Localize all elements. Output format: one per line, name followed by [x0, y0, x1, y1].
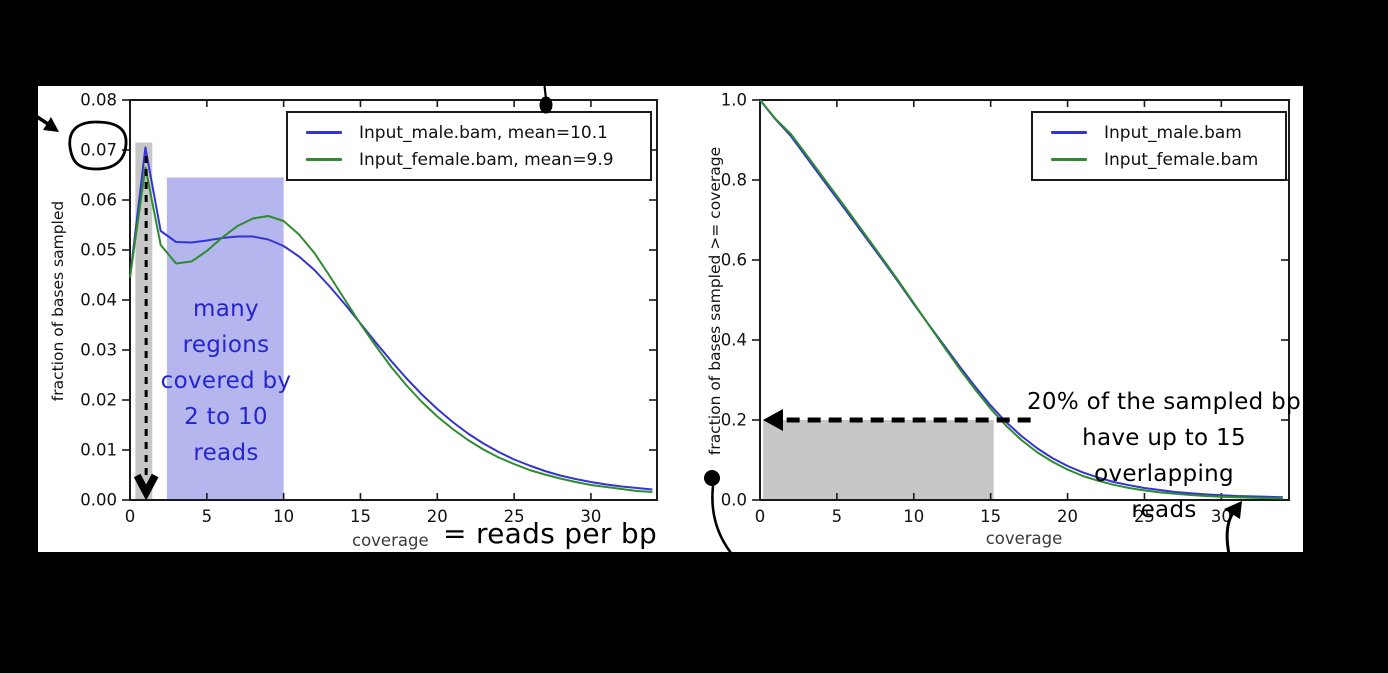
left-x-axis-label: coverage [352, 531, 429, 550]
legend-swatch-male [1051, 131, 1087, 134]
legend-entry: Input_male.bam, mean=10.1 [296, 123, 642, 143]
legend-label: Input_male.bam [1104, 122, 1242, 143]
legend-swatch-female [1051, 158, 1087, 161]
right-x-axis-label: coverage [985, 529, 1063, 548]
legend-right: Input_male.bam Input_female.bam [1031, 111, 1287, 181]
legend-label: Input_male.bam, mean=10.1 [359, 122, 608, 143]
right-region-annotation: 20% of the sampled bp have up to 15 over… [1026, 389, 1301, 523]
legend-left: Input_male.bam, mean=10.1 Input_female.ba… [286, 111, 652, 181]
legend-swatch-male [306, 131, 342, 134]
right-y-axis-label: fraction of bases sampled >= coverage [706, 146, 724, 456]
legend-entry: Input_female.bam [1041, 150, 1277, 170]
legend-label: Input_female.bam, mean=9.9 [359, 149, 614, 170]
left-region-annotation: many regions covered by 2 to 10 reads [160, 296, 292, 466]
legend-label: Input_female.bam [1104, 149, 1259, 170]
left-y-axis-label: fraction of bases sampled [49, 200, 67, 402]
legend-entry: Input_male.bam [1041, 123, 1277, 143]
left-x-axis-handwritten-label: = reads per bp [443, 517, 658, 550]
legend-entry: Input_female.bam, mean=9.9 [296, 150, 642, 170]
legend-swatch-female [306, 158, 342, 161]
